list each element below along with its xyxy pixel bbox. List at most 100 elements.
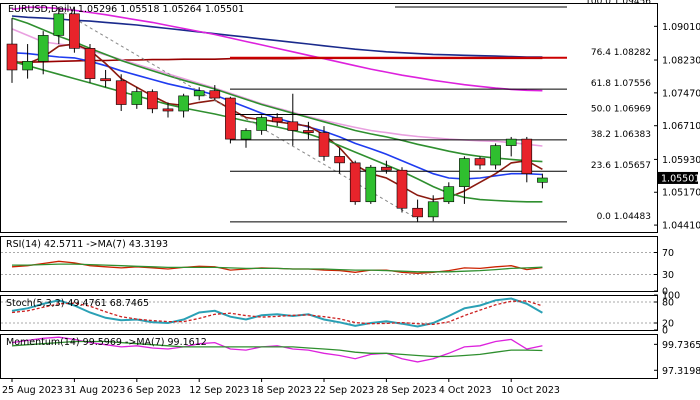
bullish-candle-body — [193, 90, 205, 97]
bullish-candle-body — [490, 145, 501, 166]
candle — [505, 136, 517, 157]
stoch-axis-label: 0 — [662, 326, 668, 337]
price-axis-label: 1.07470 — [662, 88, 700, 99]
candle — [37, 31, 49, 75]
candle — [53, 6, 65, 45]
bearish-candle-body — [84, 48, 96, 79]
stoch-label: Stoch(5,3,3) 49.4761 68.7465 — [6, 298, 149, 309]
time-axis-label: 22 Sep 2023 — [314, 385, 374, 396]
bearish-candle-body — [396, 169, 408, 209]
bearish-candle-body — [349, 162, 361, 203]
stoch-axis-label: 80 — [662, 298, 674, 309]
panel-frame-main — [0, 3, 658, 233]
bullish-candle-body — [505, 138, 517, 146]
fibonacci-level-label: 0.0 1.04483 — [597, 212, 651, 222]
bearish-candle-body — [271, 117, 283, 123]
candle — [178, 93, 189, 118]
candle — [193, 87, 205, 101]
momentum-label: Momentum(14) 99.5969 ->MA(7) 99.1612 — [6, 337, 207, 348]
bearish-candle-body — [69, 13, 80, 49]
bullish-candle-body — [240, 130, 252, 140]
bullish-candle-body — [22, 61, 33, 71]
candle — [303, 121, 314, 140]
candlesticks — [6, 6, 548, 223]
time-axis-label: 18 Sep 2023 — [252, 385, 312, 396]
panel-frames — [0, 3, 658, 379]
candle — [318, 126, 330, 161]
price-axis: 1.09010 1.08230 1.07470 1.06710 1.05930 1.051… — [654, 22, 700, 377]
grid-lines — [1, 252, 657, 324]
momentum-axis-label: 97.3198 — [662, 366, 700, 377]
panel-frame-mom — [0, 334, 658, 379]
bearish-candle-body — [287, 121, 299, 131]
candle — [162, 102, 174, 118]
candle — [225, 96, 236, 144]
candle — [287, 93, 299, 146]
bullish-candle-body — [256, 117, 267, 131]
candle — [381, 160, 392, 174]
fibonacci-level-label: 50.0 1.06969 — [591, 105, 651, 115]
bullish-candle-body — [427, 201, 439, 218]
bearish-candle-body — [474, 158, 486, 166]
last-price-label: 1.05501 — [661, 173, 700, 184]
bearish-candle-body — [381, 166, 392, 171]
momentum-series-line-1 — [11, 336, 543, 363]
candle — [427, 195, 439, 222]
bearish-candle-body — [6, 43, 18, 71]
time-axis-label: 28 Sep 2023 — [376, 385, 436, 396]
price-axis-label: 1.05170 — [662, 188, 700, 199]
stoch-series-line-1 — [11, 297, 543, 328]
price-axis-label: 1.04410 — [662, 221, 700, 232]
candle — [100, 69, 111, 88]
bearish-candle-body — [412, 207, 423, 218]
candle — [6, 18, 18, 83]
stoch-axis-label: 100 — [662, 291, 680, 302]
time-axis-label: 31 Aug 2023 — [64, 385, 125, 396]
time-axis-label: 12 Sep 2023 — [189, 385, 249, 396]
rsi-axis-label: 0 — [662, 287, 668, 298]
bullish-candle-body — [443, 186, 455, 203]
moving-averages — [11, 6, 543, 220]
bearish-candle-body — [100, 78, 111, 82]
candle — [349, 160, 361, 205]
chart-header: EURUSD,Daily 1.05296 1.05518 1.05264 1.0… — [8, 4, 244, 15]
bearish-candle-body — [318, 132, 330, 157]
time-axis-label: 6 Sep 2023 — [127, 385, 181, 396]
fibonacci-level-label: 100.0 1.09456 — [585, 0, 651, 7]
candle — [271, 113, 283, 127]
bullish-candle-body — [131, 91, 143, 105]
time-axis-label: 25 Aug 2023 — [2, 385, 63, 396]
candle — [209, 85, 221, 101]
moving-average-line-1 — [11, 15, 543, 58]
last-price-box — [658, 171, 698, 184]
momentum-series-line-2 — [11, 340, 543, 358]
bullish-candle-body — [459, 158, 470, 187]
candle — [147, 89, 158, 114]
candle — [115, 74, 127, 112]
bearish-candle-body — [162, 108, 174, 112]
bearish-candle-body — [303, 130, 314, 133]
bearish-candle-body — [209, 90, 221, 99]
candle — [412, 199, 423, 223]
time-axis: 25 Aug 2023 31 Aug 2023 6 Sep 2023 12 Sep 2… — [2, 378, 560, 396]
bullish-candle-body — [365, 166, 377, 203]
candle — [240, 128, 252, 148]
indicator-lines — [11, 260, 543, 363]
bullish-candle-body — [537, 177, 548, 183]
price-axis-label: 1.09010 — [662, 22, 700, 33]
candle — [537, 173, 548, 189]
bullish-candle-body — [53, 13, 65, 36]
candle — [490, 143, 501, 170]
panel-frame-rsi — [0, 236, 658, 292]
rsi-axis-label: 30 — [662, 270, 674, 281]
panel-frame-stoch — [0, 295, 658, 331]
fibonacci-levels: 100.0 1.09456 76.4 1.08282 61.8 1.07556 50.… — [230, 0, 651, 223]
candle — [459, 156, 470, 204]
price-axis-label: 1.05930 — [662, 155, 700, 166]
bearish-candle-body — [115, 80, 127, 105]
panel-labels: EURUSD,Daily 1.05296 1.05518 1.05264 1.0… — [6, 4, 244, 348]
momentum-axis-label: 99.7365 — [662, 340, 700, 351]
candle — [84, 44, 96, 83]
candle — [334, 147, 345, 174]
